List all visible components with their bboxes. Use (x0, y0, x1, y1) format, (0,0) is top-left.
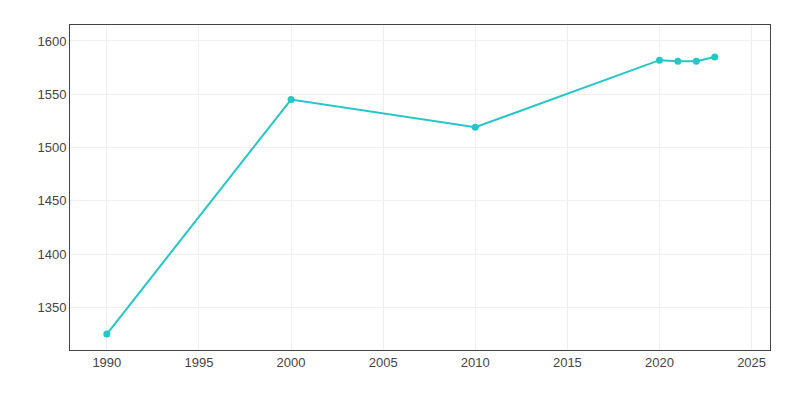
svg-text:2000: 2000 (277, 355, 306, 370)
svg-text:1400: 1400 (37, 247, 66, 262)
svg-text:2025: 2025 (737, 355, 766, 370)
svg-text:1350: 1350 (37, 300, 66, 315)
svg-text:1500: 1500 (37, 140, 66, 155)
svg-text:1990: 1990 (92, 355, 121, 370)
svg-text:1600: 1600 (37, 34, 66, 49)
svg-text:1995: 1995 (184, 355, 213, 370)
svg-text:2010: 2010 (461, 355, 490, 370)
svg-text:1450: 1450 (37, 193, 66, 208)
svg-text:1550: 1550 (37, 87, 66, 102)
svg-text:2005: 2005 (369, 355, 398, 370)
svg-text:2020: 2020 (645, 355, 674, 370)
svg-text:2015: 2015 (553, 355, 582, 370)
